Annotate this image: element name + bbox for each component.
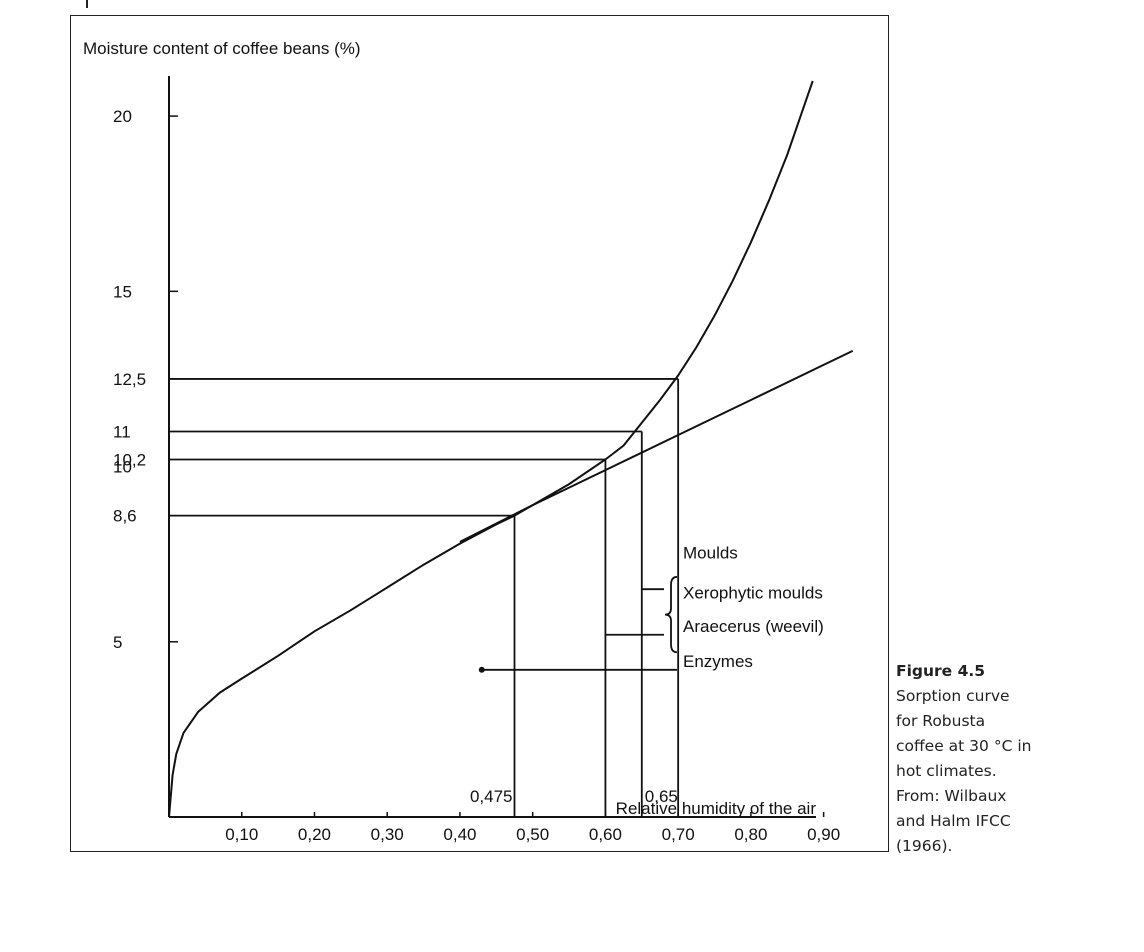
figure-frame: 5 8,6 10 10,2 11 12,5 15 20 0,10 0,20 0,30 0,40 0,50… bbox=[70, 15, 889, 852]
x-tick-label: 0,40 bbox=[443, 825, 476, 844]
sorption-curve bbox=[168, 80, 814, 818]
x-value-label: 0,65 bbox=[645, 787, 678, 806]
annotation-enzymes: Enzymes bbox=[683, 652, 753, 671]
annotation-araecerus: Araecerus (weevil) bbox=[683, 617, 824, 636]
x-tick-label: 0,20 bbox=[298, 825, 331, 844]
y-tick-label: 5 bbox=[113, 633, 122, 652]
caption-label: Figure 4.5 bbox=[896, 662, 986, 680]
caption-line: coffee at 30 °C in bbox=[896, 737, 1032, 755]
caption-line: From: Wilbaux bbox=[896, 787, 1007, 805]
y-tick-label: 10,2 bbox=[113, 451, 146, 470]
x-tick-label: 0,60 bbox=[589, 825, 622, 844]
caption-line: Sorption curve bbox=[896, 687, 1010, 705]
caption-line: for Robusta bbox=[896, 712, 986, 730]
figure-caption: Figure 4.5 Sorption curve for Robusta co… bbox=[896, 659, 1136, 859]
caption-line: and Halm IFCC bbox=[896, 812, 1011, 830]
y-tick-label: 12,5 bbox=[113, 370, 146, 389]
x-tick-label: 0,70 bbox=[662, 825, 695, 844]
y-tick-label: 11 bbox=[113, 423, 131, 442]
annotation-moulds: Moulds bbox=[683, 543, 738, 562]
x-axis-title: Relative humidity of the air bbox=[616, 799, 817, 818]
y-tick-label: 20 bbox=[113, 107, 132, 126]
x-value-label: 0,475 bbox=[470, 787, 513, 806]
y-axis-title: Moisture content of coffee beans (%) bbox=[83, 39, 361, 58]
caption-line: (1966). bbox=[896, 837, 953, 855]
x-tick-label: 0,80 bbox=[734, 825, 767, 844]
x-tick-label: 0,50 bbox=[516, 825, 549, 844]
y-tick-label: 10 bbox=[113, 458, 132, 477]
y-tick-label: 8,6 bbox=[113, 507, 137, 526]
x-tick-label: 0,10 bbox=[225, 825, 258, 844]
x-tick-label: 0,30 bbox=[371, 825, 404, 844]
tangent-line bbox=[459, 349, 854, 543]
enzymes-arrowhead bbox=[478, 666, 485, 673]
x-tick-label: 0,90 bbox=[807, 825, 840, 844]
annotation-xerophytic: Xerophytic moulds bbox=[683, 584, 823, 603]
y-tick-label: 15 bbox=[113, 282, 132, 301]
corner-mark bbox=[86, 0, 88, 8]
caption-line: hot climates. bbox=[896, 762, 997, 780]
brace-mark bbox=[664, 576, 678, 654]
